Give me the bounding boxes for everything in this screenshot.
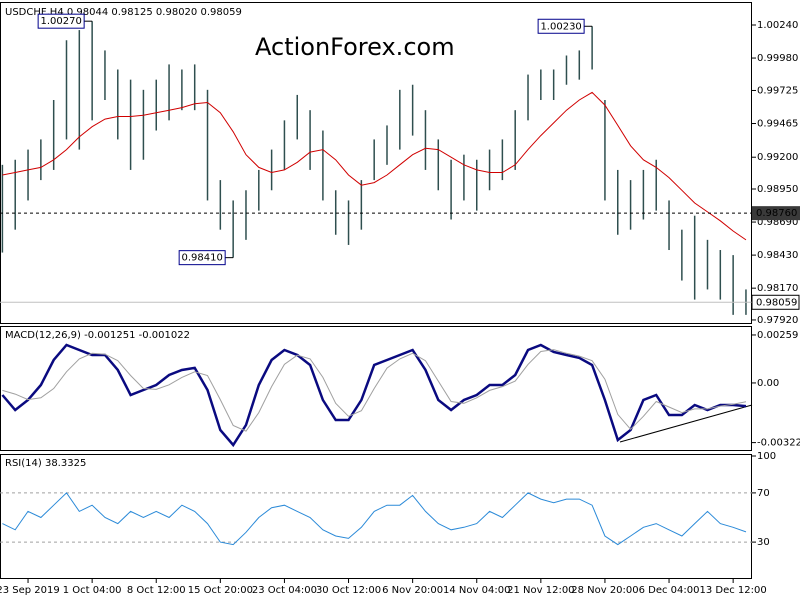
y-tick-label: 0.00259	[757, 330, 798, 341]
x-tick-label: 23 Oct 04:00	[252, 585, 317, 596]
rsi-title: RSI(14) 38.3325	[5, 458, 86, 469]
y-tick-label: 0.99725	[757, 85, 798, 96]
price-title: USDCHF,H4 0.98044 0.98125 0.98020 0.9805…	[5, 7, 242, 18]
line	[2, 492, 747, 546]
y-tick-label: 0.97920	[757, 315, 798, 326]
x-tick-label: 15 Oct 20:00	[188, 585, 253, 596]
price-panel	[0, 2, 752, 324]
x-tick-label: 6 Dec 04:00	[639, 585, 700, 596]
x-tick-label: 21 Nov 12:00	[507, 585, 574, 596]
level-label-box	[752, 206, 800, 221]
x-tick-label: 28 Nov 20:00	[571, 585, 638, 596]
line	[2, 349, 747, 432]
x-tick-label: 23 Sep 2019	[0, 585, 60, 596]
x-tick-label: 30 Oct 12:00	[316, 585, 381, 596]
y-tick-label: 0.99980	[757, 53, 798, 64]
y-tick-label: 70	[757, 488, 770, 499]
y-tick-label: 0.99465	[757, 119, 798, 130]
y-tick-label: 0.98690	[757, 217, 798, 228]
annotation-label: 1.00230	[540, 21, 581, 32]
x-tick-label: 14 Nov 04:00	[443, 585, 510, 596]
y-tick-label: 30	[757, 537, 770, 548]
y-tick-label: 0.98950	[757, 184, 798, 195]
watermark: ActionForex.com	[255, 33, 455, 61]
macd-title: MACD(12,26,9) -0.001251 -0.001022	[5, 330, 190, 341]
annotation-box	[37, 13, 85, 29]
trend-line	[619, 404, 753, 443]
line	[2, 91, 747, 241]
macd-panel	[0, 326, 752, 451]
y-tick-label: 0.00	[757, 378, 779, 389]
annotation-label: 1.00270	[40, 16, 81, 27]
annotation-label: 0.98410	[181, 253, 222, 264]
y-tick-label: 1.00240	[757, 20, 798, 31]
last-price-box	[751, 294, 800, 310]
x-tick-label: 1 Oct 04:00	[63, 585, 122, 596]
annotation-box	[537, 18, 585, 34]
rsi-panel	[0, 454, 752, 579]
y-tick-label: 0.98430	[757, 250, 798, 261]
y-tick-label: 0.99200	[757, 152, 798, 163]
line	[1, 343, 747, 448]
level-label: 0.98760	[756, 208, 797, 219]
x-tick-label: 6 Nov 20:00	[382, 585, 443, 596]
x-tick-label: 8 Oct 12:00	[127, 585, 186, 596]
y-tick-label: 0.98170	[757, 283, 798, 294]
y-tick-label: 100	[757, 451, 776, 462]
x-tick-label: 13 Dec 12:00	[700, 585, 767, 596]
annotation-box	[178, 250, 226, 266]
last-price-label: 0.98059	[756, 297, 797, 308]
